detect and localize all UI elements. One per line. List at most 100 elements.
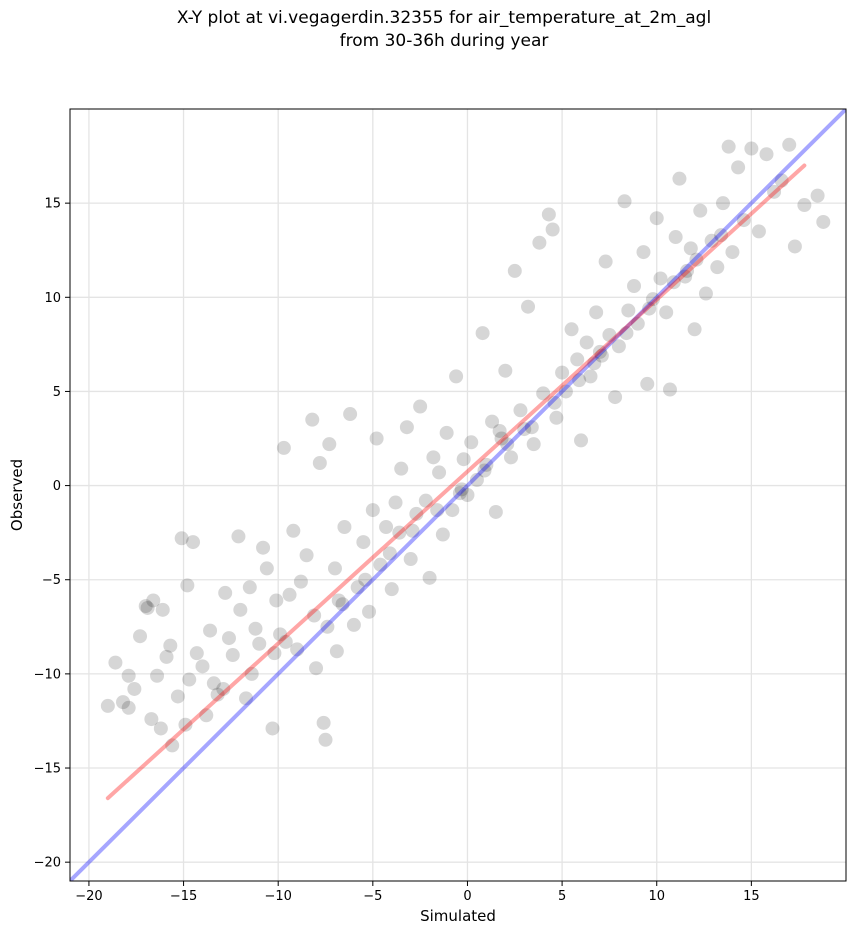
scatter-point (503, 450, 518, 465)
scatter-point (144, 712, 159, 727)
scatter-point (479, 457, 494, 472)
scatter-point (293, 574, 308, 589)
scatter-point (736, 213, 751, 228)
scatter-point (583, 369, 598, 384)
scatter-point (312, 455, 327, 470)
scatter-point (399, 420, 414, 435)
scatter-points (100, 137, 831, 753)
scatter-point (439, 425, 454, 440)
scatter-point (309, 661, 324, 676)
scatter-point (252, 636, 267, 651)
scatter-point (464, 435, 479, 450)
scatter-point (365, 503, 380, 518)
scatter-point (589, 305, 604, 320)
scatter-point (653, 271, 668, 286)
scatter-point (570, 352, 585, 367)
scatter-point (267, 646, 282, 661)
scatter-point (797, 198, 812, 213)
scatter-point (153, 721, 168, 736)
scatter-point (485, 414, 500, 429)
scatter-point (327, 561, 342, 576)
scatter-point (413, 399, 428, 414)
scatter-point (199, 708, 214, 723)
scatter-point (256, 540, 271, 555)
scatter-point (276, 440, 291, 455)
scatter-point (630, 316, 645, 331)
scatter-point (394, 461, 409, 476)
scatter-point (182, 672, 197, 687)
scatter-point (178, 717, 193, 732)
scatter-point (517, 422, 532, 437)
y-tick-label: −5 (42, 573, 61, 588)
scatter-point (346, 617, 361, 632)
scatter-point (265, 721, 280, 736)
scatter-point (592, 344, 607, 359)
scatter-point (693, 203, 708, 218)
scatter-point (286, 523, 301, 538)
x-axis-ticks: −20 −15 −10 −5 0 5 10 15 (75, 881, 760, 904)
scatter-point (721, 139, 736, 154)
scatter-point (422, 570, 437, 585)
scatter-point (513, 403, 528, 418)
scatter-point (689, 252, 704, 267)
scatter-point (704, 233, 719, 248)
fit-line (105, 163, 807, 801)
y-tick-label: −15 (34, 762, 61, 777)
scatter-point (744, 141, 759, 156)
scatter-point (392, 525, 407, 540)
scatter-point (189, 646, 204, 661)
scatter-point (170, 689, 185, 704)
scatter-point (611, 339, 626, 354)
scatter-point (273, 627, 288, 642)
scatter-point (379, 520, 394, 535)
x-tick-label: −10 (264, 889, 291, 904)
scatter-point (337, 520, 352, 535)
scatter-point (488, 504, 503, 519)
scatter-point (140, 600, 155, 615)
scatter-point (384, 582, 399, 597)
scatter-point (335, 597, 350, 612)
scatter-point (767, 184, 782, 199)
scatter-point (216, 681, 231, 696)
scatter-point (500, 437, 515, 452)
scatter-point (239, 691, 254, 706)
scatter-point (816, 214, 831, 229)
scatter-point (456, 452, 471, 467)
scatter-point (621, 303, 636, 318)
scatter-point (541, 207, 556, 222)
scatter-point (782, 137, 797, 152)
chart-title-line1: X-Y plot at vi.vegagerdin.32355 for air_… (176, 8, 712, 28)
x-tick-label: −15 (170, 889, 197, 904)
scatter-point (121, 668, 136, 683)
scatter-point (430, 503, 445, 518)
scatter-point (452, 486, 467, 501)
scatter-point (524, 420, 539, 435)
scatter-point (640, 376, 655, 391)
scatter-point (594, 348, 609, 363)
scatter-point (231, 529, 246, 544)
scatter-point (725, 245, 740, 260)
scatter-point (369, 431, 384, 446)
scatter-point (426, 450, 441, 465)
scatter-point (435, 527, 450, 542)
scatter-point (278, 634, 293, 649)
scatter-point (174, 531, 189, 546)
scatter-point (195, 659, 210, 674)
scatter-point (645, 292, 660, 307)
scatter-point (662, 382, 677, 397)
scatter-point (259, 561, 274, 576)
scatter-point (316, 715, 331, 730)
reference-lines (70, 109, 846, 881)
scatter-point (492, 423, 507, 438)
scatter-point (418, 493, 433, 508)
scatter-point (449, 369, 464, 384)
scatter-point (100, 698, 115, 713)
scatter-point (731, 160, 746, 175)
scatter-point (642, 301, 657, 316)
scatter-point (356, 535, 371, 550)
scatter-point (146, 593, 161, 608)
scatter-point (587, 356, 602, 371)
scatter-point (759, 147, 774, 162)
scatter-point (233, 602, 248, 617)
scatter-point (555, 365, 570, 380)
